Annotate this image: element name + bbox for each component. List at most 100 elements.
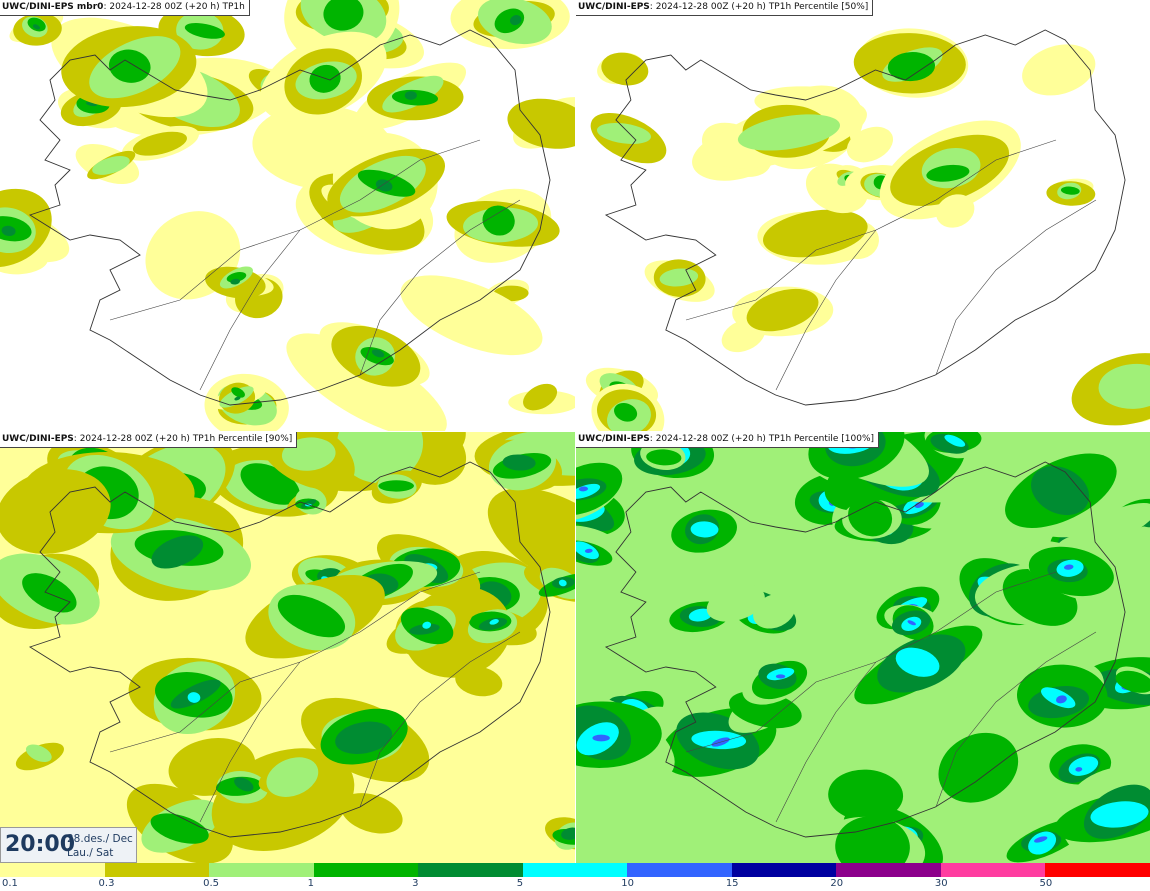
legend-swatch: [104, 863, 210, 877]
day-label: Lau./ Sat: [67, 847, 114, 859]
legend-tick-label: 10: [621, 878, 634, 889]
precip-contour: [92, 156, 130, 175]
road-lines: [109, 139, 521, 391]
precip-contour: [187, 692, 201, 703]
precip-contour: [266, 757, 319, 797]
precip-contour: [775, 674, 786, 679]
map-panel-p90: UWC/DINI-EPS: 2024-12-28 00Z (+20 h) TP1…: [0, 432, 575, 863]
precip-contour: [27, 17, 46, 32]
precip-contour: [766, 667, 795, 681]
precip-contour: [1028, 831, 1057, 855]
panel-title: UWC/DINI-EPS mbr0: 2024-12-28 00Z (+20 h…: [0, 0, 250, 16]
precip-map: [0, 432, 575, 863]
valid-time: 20:00: [5, 832, 76, 857]
coastline: [604, 29, 1126, 406]
precip-contour: [1056, 695, 1067, 704]
precip-contour: [1063, 564, 1074, 570]
precip-contour: [323, 0, 364, 31]
legend-swatch: [209, 863, 315, 877]
precip-contour: [601, 52, 649, 86]
legend-swatch: [522, 863, 628, 877]
legend-tick-label: 20: [830, 878, 844, 889]
precip-contour: [150, 813, 209, 844]
panel-title: UWC/DINI-EPS: 2024-12-28 00Z (+20 h) TP1…: [576, 432, 880, 448]
legend-tick-label: 30: [934, 878, 948, 889]
legend-swatch: [627, 863, 733, 877]
precip-contour: [277, 594, 346, 638]
legend-tick-label: 0.1: [2, 878, 18, 889]
precip-contour: [25, 744, 52, 763]
precip-contour: [378, 480, 414, 492]
precip-contour: [1034, 836, 1048, 843]
legend-tick-label: 3: [412, 878, 419, 889]
precip-contour: [907, 620, 916, 626]
precip-contour: [1090, 801, 1149, 828]
panel-title: UWC/DINI-EPS: 2024-12-28 00Z (+20 h) TP1…: [576, 0, 874, 16]
precip-contour: [509, 15, 522, 26]
precip-contour: [234, 396, 241, 401]
precip-contour: [184, 23, 225, 39]
precip-contour: [151, 535, 204, 569]
precip-contour: [706, 584, 765, 622]
precip-contour: [409, 623, 440, 635]
precip-contour: [487, 487, 575, 589]
precip-contour: [944, 434, 966, 447]
precip-contour: [22, 573, 77, 613]
precip-contour: [646, 449, 682, 466]
precip-map: [576, 432, 1150, 863]
precip-contour: [938, 732, 1019, 803]
legend-tick-label: 15: [725, 878, 739, 889]
precip-contour: [234, 777, 254, 792]
precip-contour: [576, 483, 601, 499]
precip-contour: [301, 499, 317, 509]
legend-swatch: [418, 863, 524, 877]
precip-contour: [404, 91, 417, 100]
precip-contour: [230, 278, 241, 285]
valid-time-box: 20:00 28.des./ Dec Lau./ Sat: [0, 827, 137, 863]
precip-contour: [737, 114, 840, 151]
precip-contour: [219, 386, 254, 408]
precip-contour: [763, 209, 868, 258]
precip-contour: [371, 349, 385, 358]
legend-swatch: [1045, 863, 1150, 877]
precip-color-legend: 0.1 0.3 0.5 1 3 5 10 15 20 30 50: [0, 863, 1150, 891]
road-lines: [685, 571, 1097, 823]
legend-tick-label: 50: [1039, 878, 1053, 889]
precip-contour: [1082, 503, 1150, 544]
precip-contour: [835, 816, 910, 863]
legend-tick-label: 0.5: [203, 878, 219, 889]
precip-contour: [1098, 363, 1150, 409]
map-panel-p50: UWC/DINI-EPS: 2024-12-28 00Z (+20 h) TP1…: [576, 0, 1150, 431]
precip-contour: [846, 126, 894, 163]
precip-contour: [746, 288, 819, 332]
precip-contour: [895, 647, 940, 677]
precip-contour: [561, 827, 575, 840]
precip-contour: [578, 486, 588, 492]
road-lines: [685, 139, 1097, 391]
precip-contour: [400, 275, 543, 356]
road-lines: [109, 571, 521, 823]
precip-contour: [286, 333, 447, 431]
precip-contour: [1022, 44, 1096, 96]
precip-contour: [502, 454, 536, 471]
precip-contour: [422, 621, 432, 629]
precip-contour: [688, 608, 713, 622]
precip-contour: [614, 402, 638, 422]
precip-contour: [1068, 756, 1099, 776]
precip-contour: [335, 721, 393, 755]
precip-contour: [1060, 186, 1080, 195]
precip-contour: [0, 469, 111, 554]
legend-swatch: [0, 863, 106, 877]
precip-contour: [936, 194, 975, 228]
precip-contour: [32, 24, 41, 30]
precip-contour: [690, 521, 719, 538]
precip-contour: [584, 548, 593, 553]
precip-contour: [713, 765, 823, 807]
legend-swatch: [836, 863, 942, 877]
precip-contour: [1031, 466, 1090, 516]
precip-contour: [914, 501, 924, 509]
precip-contour: [226, 272, 247, 283]
precip-contour: [482, 205, 515, 236]
valid-date: 28.des./ Dec Lau./ Sat: [67, 832, 133, 860]
precip-contour: [1115, 670, 1150, 693]
